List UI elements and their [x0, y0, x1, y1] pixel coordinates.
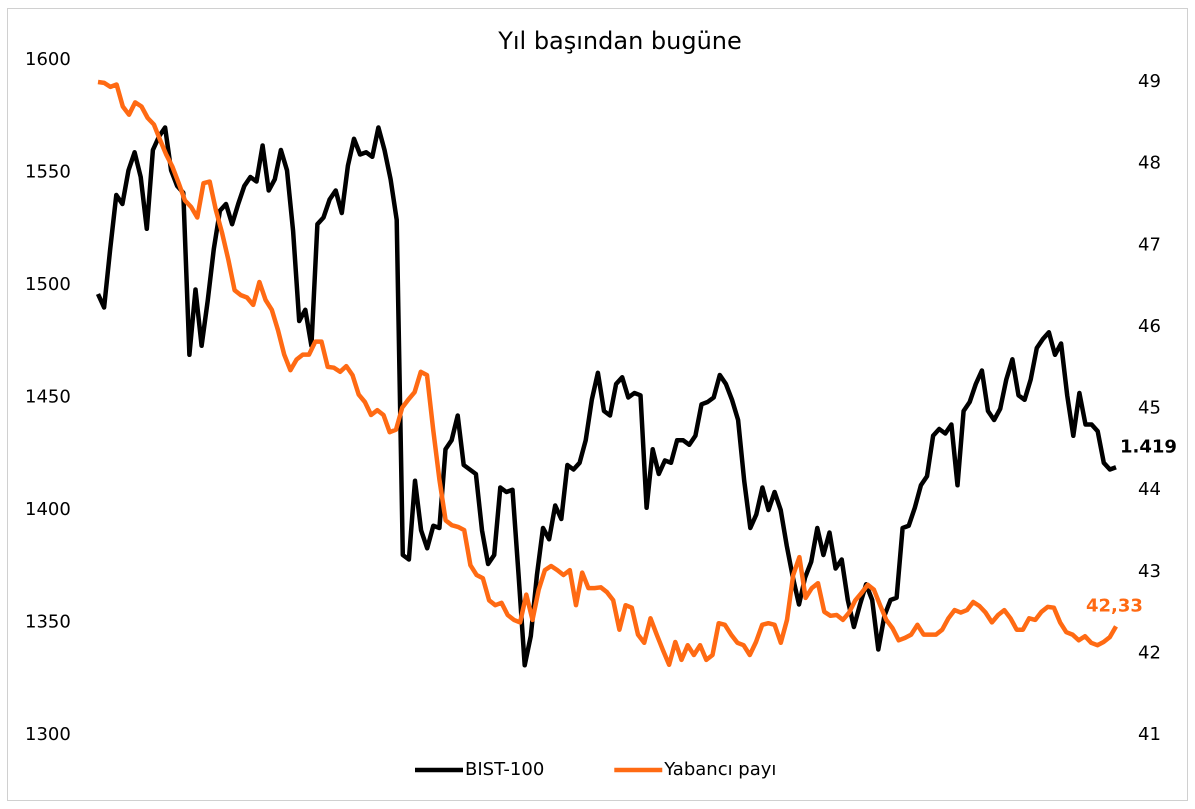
end-label: 42,33	[1086, 595, 1143, 616]
y2-tick-label: 49	[1138, 71, 1161, 92]
legend-label: Yabancı payı	[663, 759, 776, 780]
y2-tick-label: 42	[1138, 642, 1161, 663]
chart-frame	[7, 8, 1188, 801]
y2-tick-label: 45	[1138, 398, 1161, 419]
series-line	[95, 125, 1117, 668]
series-line	[97, 79, 1118, 668]
y-tick-label: 1500	[25, 274, 71, 295]
y2-tick-label: 43	[1138, 561, 1161, 582]
chart-title: Yıl başından bugüne	[497, 27, 742, 55]
end-label: 1.419	[1120, 436, 1177, 457]
y2-tick-label: 44	[1138, 479, 1161, 500]
y-tick-label: 1550	[25, 162, 71, 183]
y-tick-label: 1450	[25, 387, 71, 408]
legend-label: BIST-100	[465, 759, 544, 780]
y2-tick-label: 46	[1138, 316, 1161, 337]
y-tick-label: 1600	[25, 49, 71, 70]
y2-tick-label: 41	[1138, 724, 1161, 745]
y-tick-label: 1350	[25, 612, 71, 633]
y2-tick-label: 48	[1138, 153, 1161, 174]
y-tick-label: 1400	[25, 499, 71, 520]
y-tick-label: 1300	[25, 724, 71, 745]
y2-tick-label: 47	[1138, 234, 1161, 255]
